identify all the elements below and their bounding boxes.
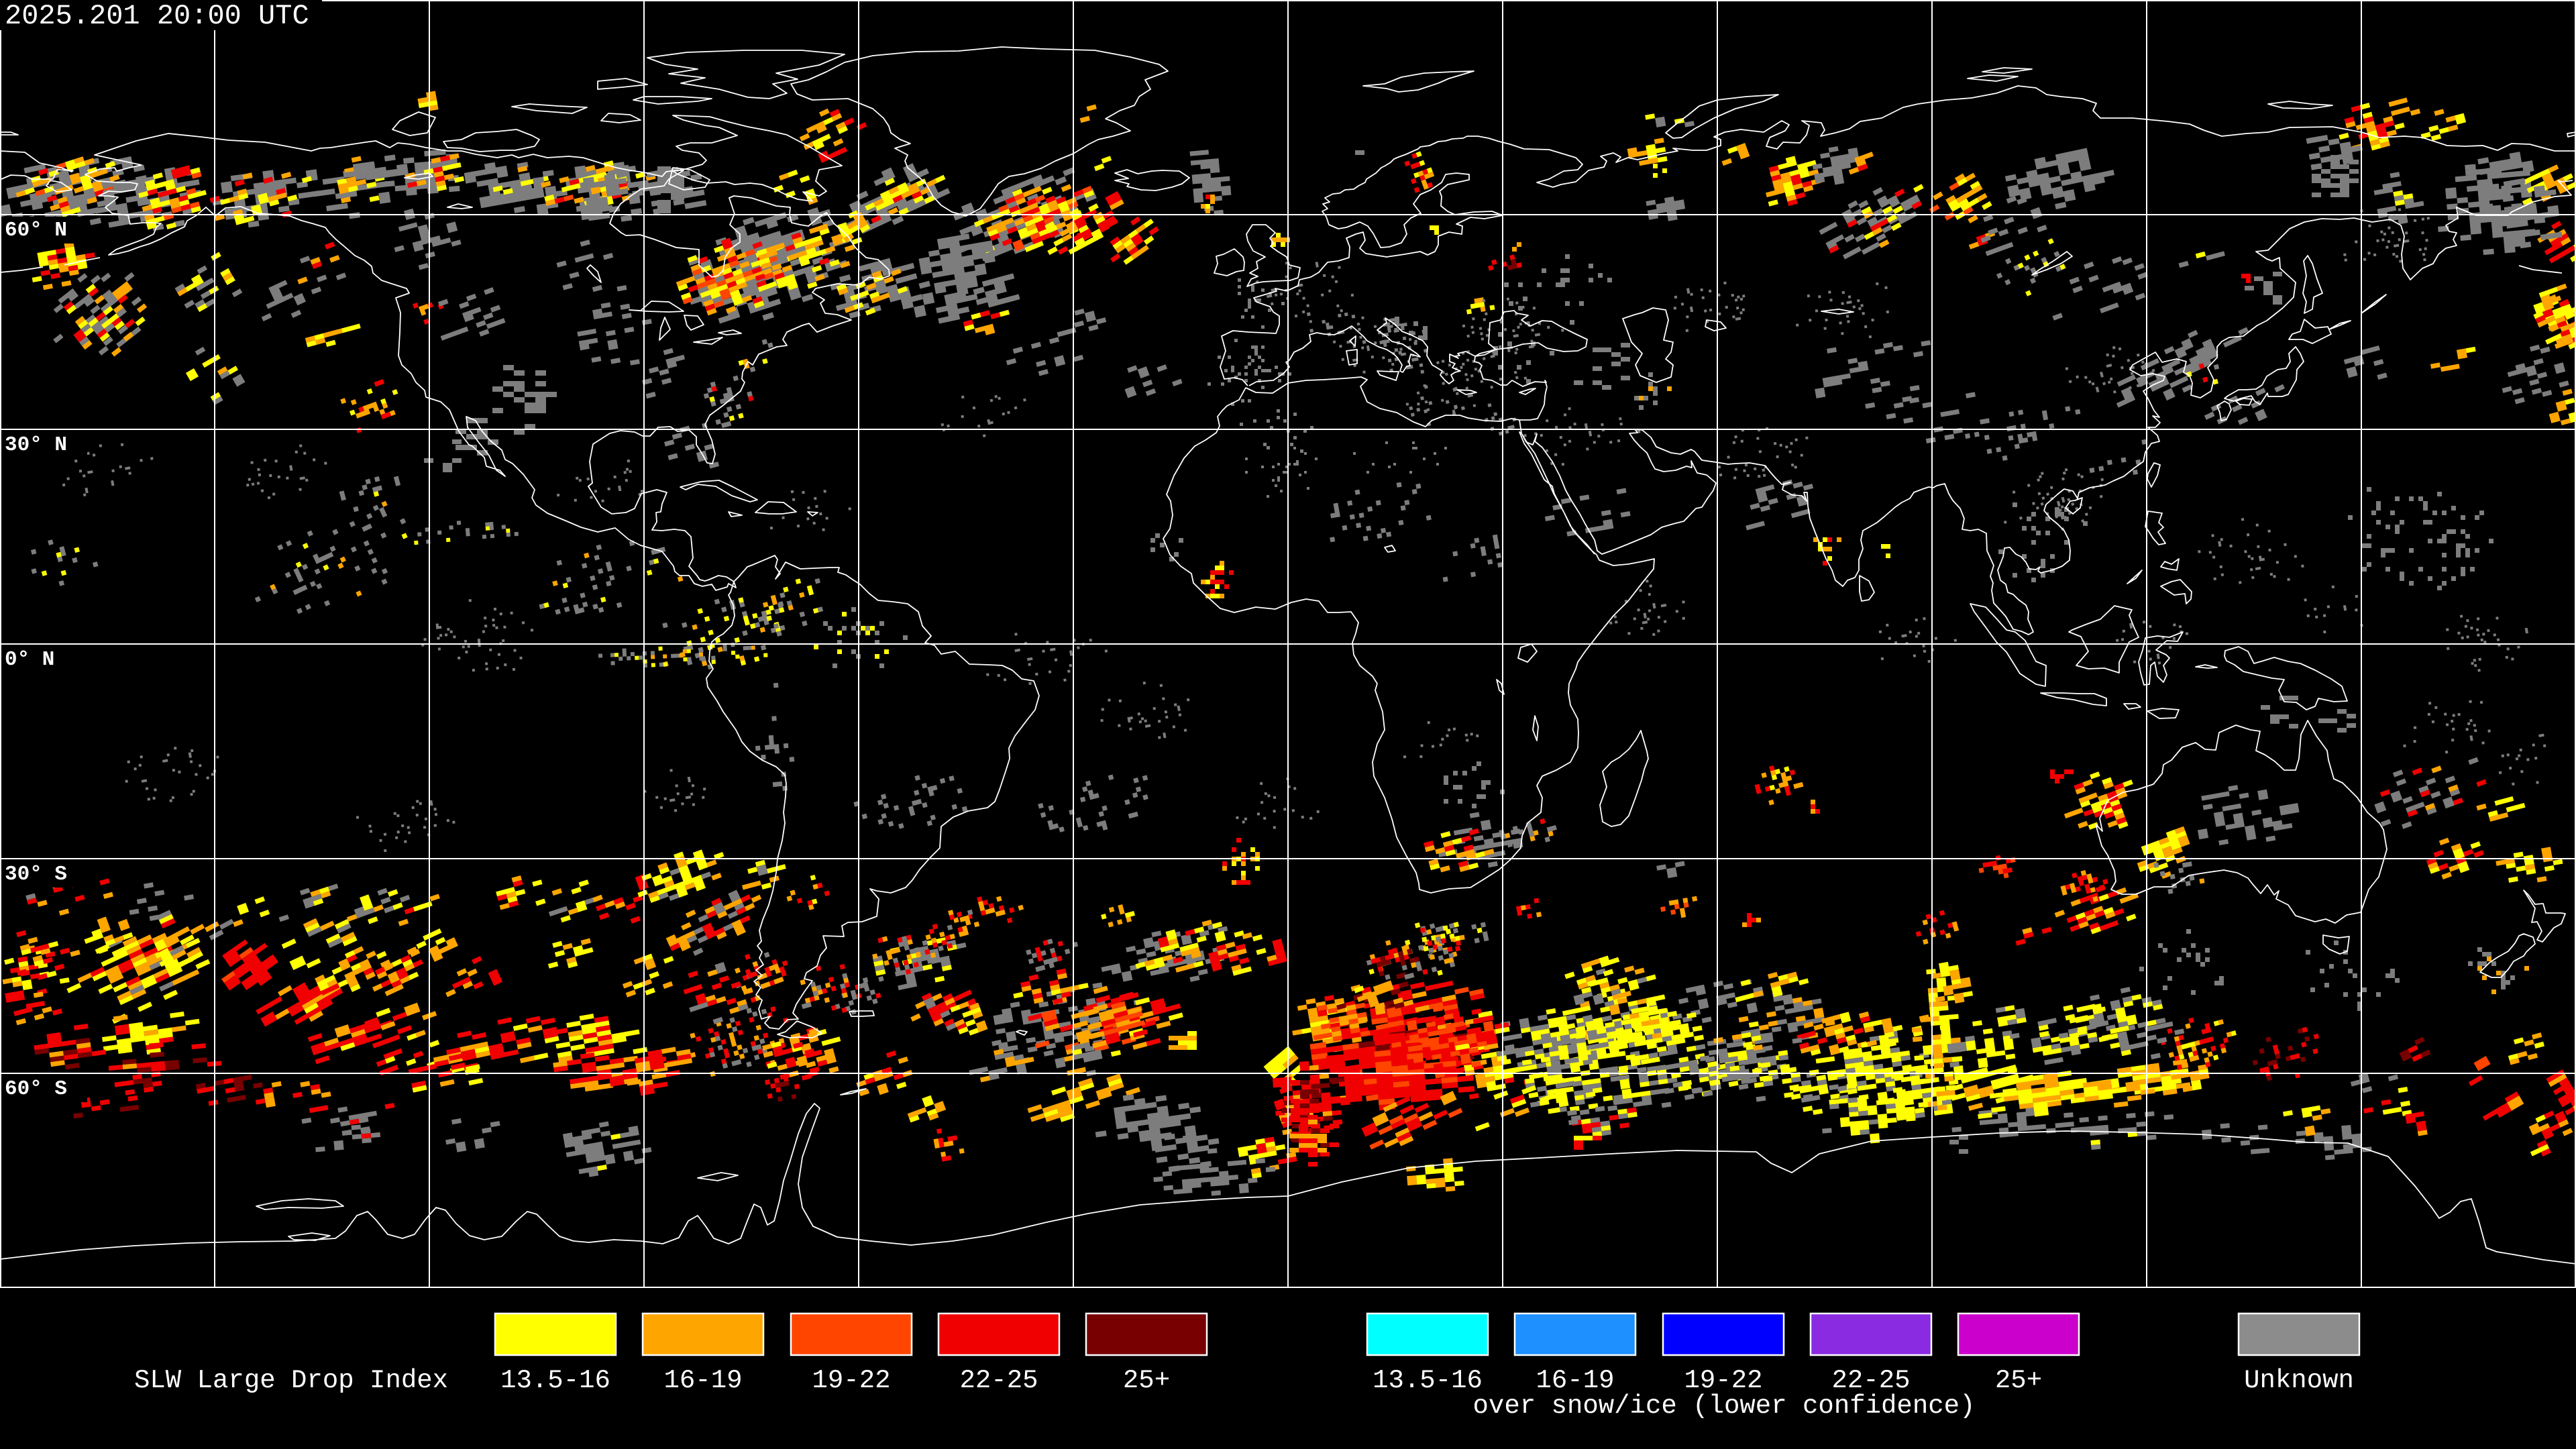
- svg-text:13.5-16: 13.5-16: [500, 1366, 610, 1395]
- svg-text:25+: 25+: [1995, 1366, 2042, 1395]
- svg-text:60° N: 60° N: [5, 219, 67, 242]
- svg-text:Unknown: Unknown: [2244, 1366, 2354, 1395]
- svg-text:60° S: 60° S: [5, 1077, 67, 1101]
- svg-text:over snow/ice (lower confidenc: over snow/ice (lower confidence): [1473, 1391, 1976, 1421]
- svg-text:30° N: 30° N: [5, 433, 67, 457]
- svg-text:0° N: 0° N: [5, 648, 54, 672]
- svg-text:SLW Large Drop Index: SLW Large Drop Index: [134, 1366, 448, 1395]
- svg-text:16-19: 16-19: [1536, 1366, 1614, 1395]
- svg-text:13.5-16: 13.5-16: [1373, 1366, 1483, 1395]
- svg-text:16-19: 16-19: [663, 1366, 742, 1395]
- svg-text:22-25: 22-25: [959, 1366, 1038, 1395]
- svg-text:19-22: 19-22: [1684, 1366, 1762, 1395]
- svg-text:19-22: 19-22: [812, 1366, 890, 1395]
- svg-text:2025.201 20:00 UTC: 2025.201 20:00 UTC: [5, 0, 309, 32]
- svg-text:25+: 25+: [1123, 1366, 1170, 1395]
- svg-text:22-25: 22-25: [1831, 1366, 1910, 1395]
- svg-text:30° S: 30° S: [5, 863, 67, 886]
